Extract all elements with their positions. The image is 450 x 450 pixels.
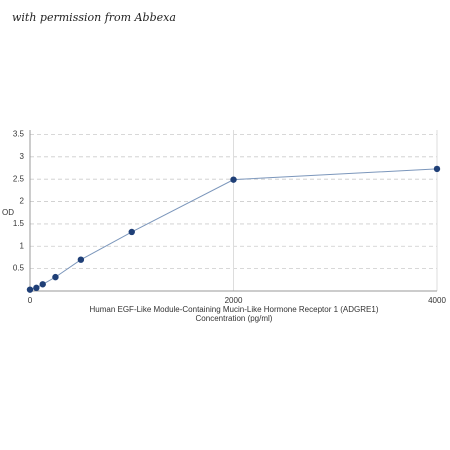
data-point <box>52 273 59 281</box>
x-tick-label: 4000 <box>428 296 446 305</box>
y-tick-label: 2 <box>20 197 25 206</box>
y-tick-label: 0.5 <box>13 264 25 273</box>
data-point <box>433 165 441 173</box>
data-point <box>230 176 237 183</box>
data-point <box>26 286 34 293</box>
y-tick-label: 3.5 <box>13 130 25 139</box>
data-point <box>39 281 46 288</box>
watermark: with permission from Abbexa <box>12 11 176 24</box>
y-tick-label: 3 <box>20 152 25 161</box>
y-tick-label: 1.5 <box>13 219 25 228</box>
data-point <box>33 284 40 292</box>
x-tick-label: 2000 <box>225 296 243 305</box>
data-point <box>128 228 135 236</box>
y-tick-label: 2.5 <box>13 174 25 183</box>
x-axis-label: Human EGF-Like Module-Containing Mucin-L… <box>89 305 378 314</box>
y-axis-label: OD <box>2 208 14 217</box>
x-axis-label: Concentration (pg/ml) <box>196 314 273 323</box>
y-tick-label: 1 <box>20 241 25 250</box>
data-point <box>77 256 85 263</box>
x-tick-label: 0 <box>28 296 33 305</box>
